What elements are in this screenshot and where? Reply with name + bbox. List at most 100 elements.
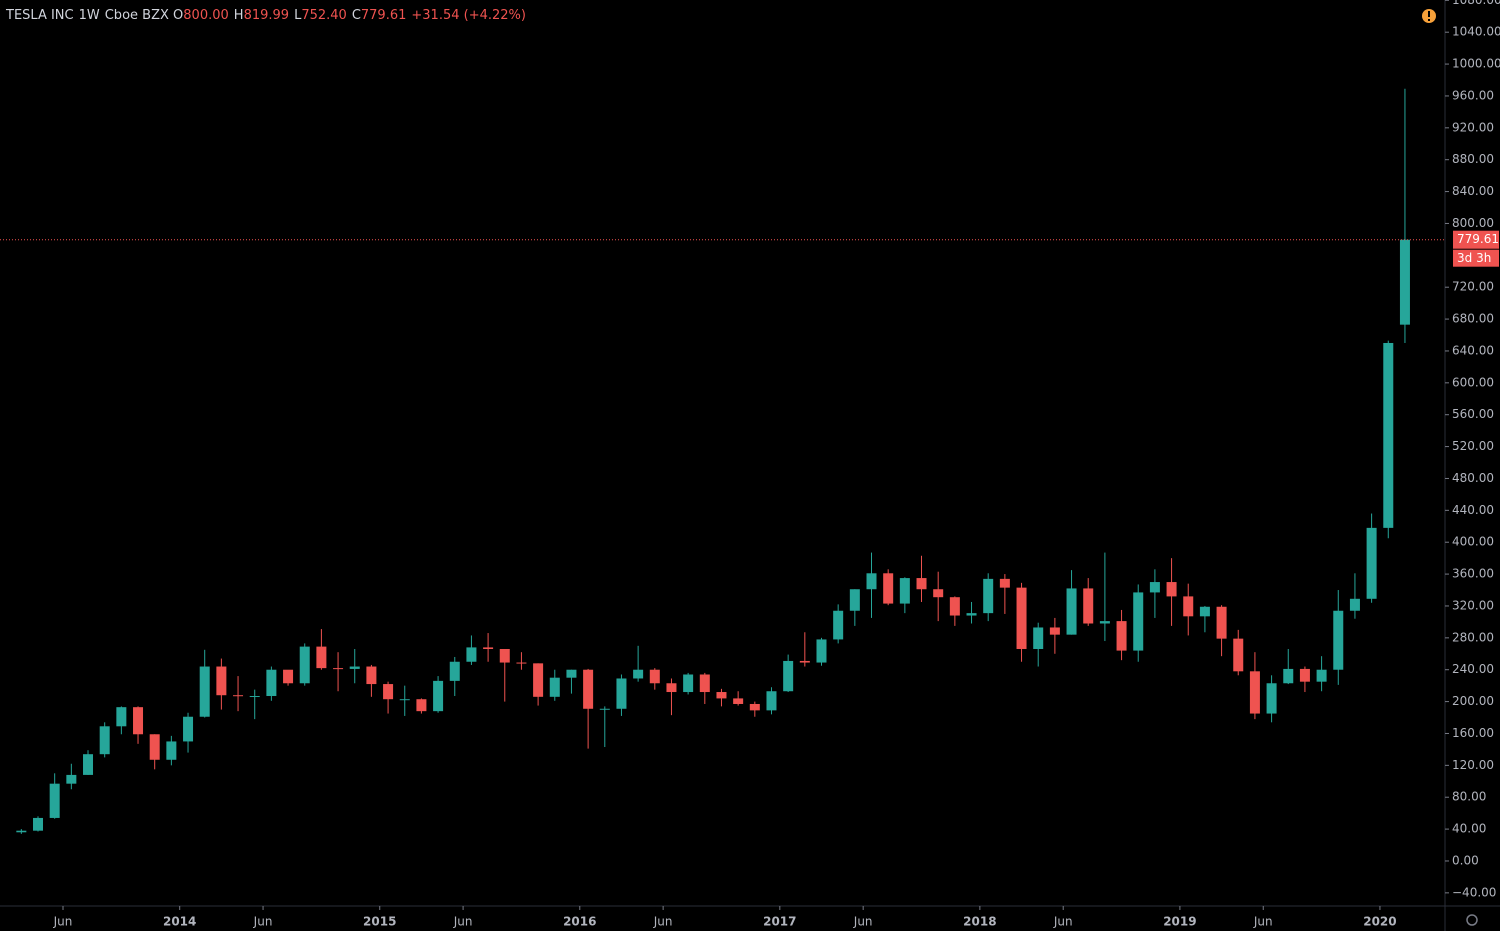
candle-body — [716, 692, 727, 699]
y-tick-label: 600.00 — [1452, 375, 1494, 389]
interval: 1W — [79, 8, 100, 23]
y-tick-label: 160.00 — [1452, 726, 1494, 740]
change: +31.54 (+4.22%) — [411, 8, 526, 23]
candle-body — [483, 647, 494, 649]
y-tick-label: 840.00 — [1452, 184, 1494, 198]
y-tick-label: 440.00 — [1452, 503, 1494, 517]
candle-body — [649, 669, 660, 684]
candle-body — [283, 669, 294, 684]
candle-body — [466, 647, 477, 662]
candle-body — [1349, 598, 1360, 611]
candle-body — [133, 707, 144, 735]
ohlc-value: 800.00 — [183, 8, 229, 23]
candle-body — [249, 696, 260, 698]
candle-body — [1166, 582, 1177, 597]
candle-body — [216, 666, 227, 696]
ohlc-prefix: H — [234, 8, 244, 23]
legend-text: TESLA INC 1W Cboe BZX O800.00 H819.99 L752.40… — [5, 8, 526, 23]
y-tick-label: 720.00 — [1452, 280, 1494, 294]
candle-body — [1033, 627, 1044, 649]
candle-body — [383, 684, 394, 700]
candle-body — [1366, 527, 1377, 599]
candle-body — [749, 703, 760, 711]
last-price-label: 779.61 — [1457, 232, 1499, 246]
candle-body — [1266, 683, 1277, 714]
countdown-label: 3d 3h — [1457, 251, 1491, 265]
x-tick-label: 2019 — [1163, 915, 1196, 929]
candle-body — [1016, 587, 1027, 649]
legend: TESLA INC 1W Cboe BZX O800.00 H819.99 L752.40… — [5, 8, 526, 23]
candle-body — [1233, 638, 1244, 672]
candle-body — [949, 597, 960, 616]
candle-body — [1049, 627, 1060, 635]
candle-body — [299, 646, 310, 684]
candle-body — [33, 817, 44, 831]
candle-body — [833, 610, 844, 640]
y-tick-label: 240.00 — [1452, 662, 1494, 676]
candle-body — [849, 589, 860, 611]
candle-body — [583, 669, 594, 709]
candle-body — [433, 680, 444, 712]
candle-body — [266, 669, 277, 697]
candle-body — [233, 695, 244, 697]
candle-body — [316, 646, 327, 669]
ohlc-prefix: L — [294, 8, 302, 23]
y-tick-label: 80.00 — [1452, 790, 1486, 804]
x-tick-label: 2017 — [763, 915, 796, 929]
exchange: Cboe BZX — [105, 8, 169, 23]
y-tick-label: 400.00 — [1452, 535, 1494, 549]
x-tick-label: Jun — [253, 915, 273, 929]
candle-body — [966, 613, 977, 616]
candle-body — [333, 668, 344, 670]
x-tick-label: 2018 — [963, 915, 996, 929]
ohlc-value: 752.40 — [301, 8, 347, 23]
y-tick-label: 800.00 — [1452, 216, 1494, 230]
candle-body — [799, 660, 810, 663]
candle-body — [766, 691, 777, 711]
candle-body — [883, 573, 894, 604]
candle-body — [116, 707, 127, 727]
candle-body — [816, 639, 827, 663]
y-tick-label: 520.00 — [1452, 439, 1494, 453]
x-tick-label: Jun — [853, 915, 873, 929]
candle-body — [1183, 596, 1194, 617]
candle-body — [566, 669, 577, 678]
candle-body — [666, 683, 677, 693]
settings-icon[interactable] — [1466, 914, 1478, 926]
candle-body — [1249, 671, 1260, 714]
candle-body — [166, 741, 177, 760]
x-tick-label: 2020 — [1363, 915, 1396, 929]
ohlc-value: 779.61 — [361, 8, 407, 23]
candle-body — [366, 666, 377, 685]
y-tick-label: 640.00 — [1452, 343, 1494, 357]
y-tick-label: 360.00 — [1452, 567, 1494, 581]
candle-body — [399, 699, 410, 701]
candle-body — [1116, 621, 1127, 651]
candle-body — [916, 578, 927, 590]
candle-body — [1216, 606, 1227, 639]
candle-body — [616, 678, 627, 709]
candle-body — [449, 661, 460, 681]
candle-body — [1099, 621, 1110, 624]
countdown-tag — [1453, 249, 1499, 267]
candle-body — [99, 726, 110, 755]
x-tick-label: 2016 — [563, 915, 596, 929]
alert-icon-dot — [1428, 19, 1430, 21]
y-tick-label: 320.00 — [1452, 598, 1494, 612]
x-tick-label: Jun — [1053, 915, 1073, 929]
candle-body — [1133, 592, 1144, 651]
y-tick-label: 680.00 — [1452, 312, 1494, 326]
y-tick-label: 880.00 — [1452, 152, 1494, 166]
x-tick-label: Jun — [53, 915, 73, 929]
candle-body — [783, 660, 794, 692]
y-tick-label: 120.00 — [1452, 758, 1494, 772]
y-tick-label: 1000.00 — [1452, 57, 1500, 71]
y-tick-label: 560.00 — [1452, 407, 1494, 421]
symbol: TESLA INC — [5, 8, 74, 23]
candle-body — [349, 666, 360, 669]
y-tick-label: 960.00 — [1452, 88, 1494, 102]
x-tick-label: Jun — [1253, 915, 1273, 929]
ohlc-value: 819.99 — [244, 8, 290, 23]
